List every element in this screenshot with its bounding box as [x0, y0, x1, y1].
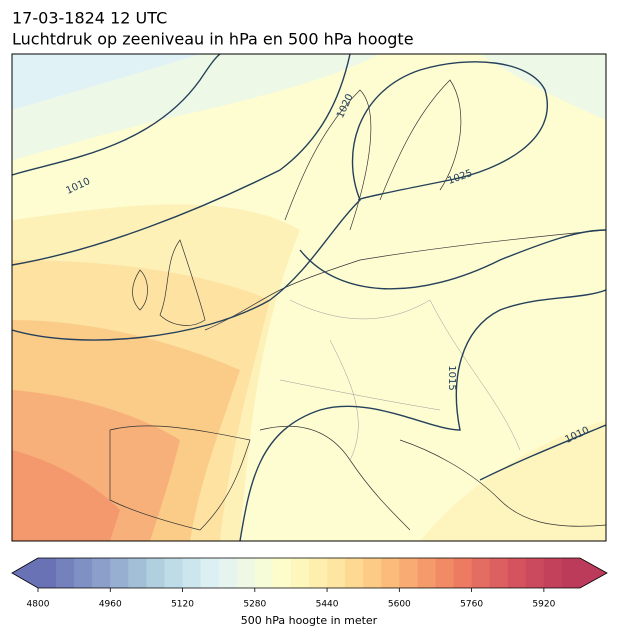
- colorbar-tick-label: 4800: [27, 600, 50, 610]
- colorbar-tick-label: 5440: [316, 600, 339, 610]
- map: 1010 1020 1025 1015 1010: [12, 54, 606, 541]
- colorbar-bin: [128, 558, 147, 588]
- colorbar-bin: [182, 558, 202, 588]
- colorbar-bin: [525, 558, 545, 588]
- colorbar-extend-low: [12, 558, 38, 588]
- colorbar-bin: [110, 558, 129, 588]
- colorbar-bin: [453, 558, 473, 588]
- colorbar-tick-label: 5920: [532, 600, 555, 610]
- colorbar-bin: [435, 558, 455, 588]
- colorbar: 4800 4960 5120 5280 5440 5600 5760 5920: [11, 557, 608, 610]
- colorbar-bin: [471, 558, 491, 588]
- colorbar-bin: [489, 558, 509, 588]
- colorbar-bin: [507, 558, 527, 588]
- colorbar-bin: [218, 558, 238, 588]
- colorbar-bin: [561, 558, 581, 588]
- isobar-label: 1015: [446, 365, 457, 390]
- colorbar-bin: [254, 558, 274, 588]
- colorbar-bin: [363, 558, 382, 588]
- colorbar-bin: [200, 558, 220, 588]
- colorbar-bin: [236, 558, 256, 588]
- colorbar-extend-high: [580, 558, 607, 588]
- colorbar-bin: [38, 558, 57, 588]
- colorbar-tick-label: 5760: [460, 600, 483, 610]
- colorbar-bin: [309, 558, 328, 588]
- map-frame: [11, 53, 607, 542]
- colorbar-tick-label: 5600: [388, 600, 411, 610]
- colorbar-bin: [56, 558, 75, 588]
- colorbar-tick-label: 5280: [243, 600, 266, 610]
- colorbar-bin: [417, 558, 436, 588]
- colorbar-bin: [164, 558, 184, 588]
- colorbar-bin: [327, 558, 346, 588]
- colorbar-bin: [399, 558, 418, 588]
- colorbar-outline: [11, 557, 608, 589]
- colorbar-label: 500 hPa hoogte in meter: [241, 614, 378, 627]
- title: Luchtdruk op zeeniveau in hPa en 500 hPa…: [12, 30, 414, 49]
- title-date: 17-03-1824 12 UTC: [12, 9, 167, 28]
- colorbar-bin: [381, 558, 400, 588]
- colorbar-bin: [290, 558, 310, 588]
- colorbar-bin: [74, 558, 93, 588]
- colorbar-tick-label: 5120: [171, 600, 194, 610]
- colorbar-bin: [92, 558, 111, 588]
- colorbar-bin: [272, 558, 292, 588]
- colorbar-bin: [345, 558, 364, 588]
- colorbar-bin: [146, 558, 165, 588]
- colorbar-bin: [543, 558, 563, 588]
- colorbar-tick-label: 4960: [99, 600, 122, 610]
